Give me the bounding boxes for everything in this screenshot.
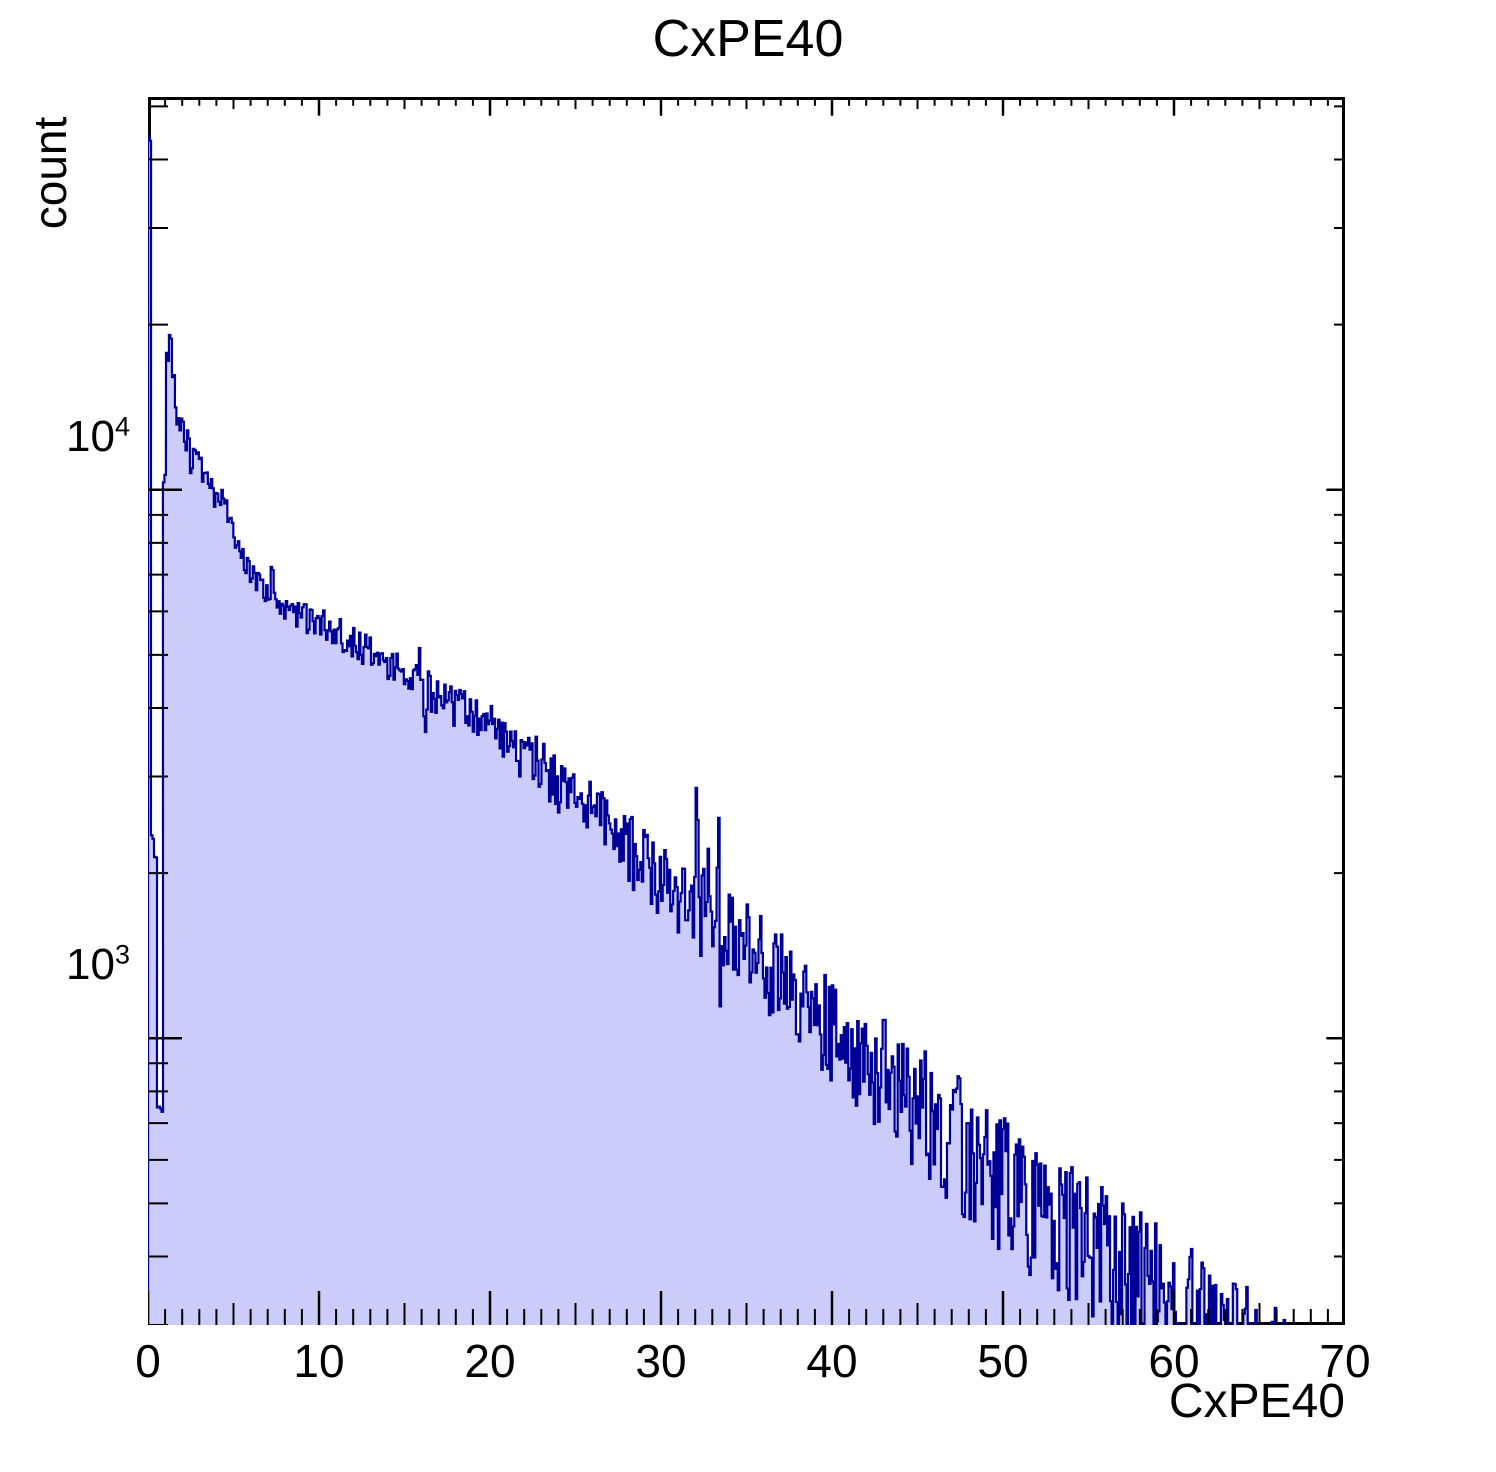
histogram-svg xyxy=(148,97,1345,1325)
x-axis-title: CxPE40 xyxy=(1168,1375,1345,1428)
x-tick-label-10: 10 xyxy=(293,1335,345,1387)
x-tick-label-50: 50 xyxy=(977,1335,1029,1387)
histogram-series xyxy=(148,135,1287,1325)
x-tick-label-20: 20 xyxy=(464,1335,516,1387)
y-axis-title: count xyxy=(24,116,76,230)
x-tick-label-40: 40 xyxy=(806,1335,858,1387)
page-title: CxPE40 xyxy=(652,10,844,68)
x-tick-label-60: 60 xyxy=(1148,1335,1200,1387)
y-tick-label-1e4: 104 xyxy=(66,411,130,461)
axis-ticks xyxy=(148,97,1345,1325)
y-tick-label-1e3: 103 xyxy=(66,939,130,989)
x-tick-label-0: 0 xyxy=(135,1335,161,1387)
x-tick-label-30: 30 xyxy=(635,1335,687,1387)
x-tick-label-70: 70 xyxy=(1319,1335,1371,1387)
